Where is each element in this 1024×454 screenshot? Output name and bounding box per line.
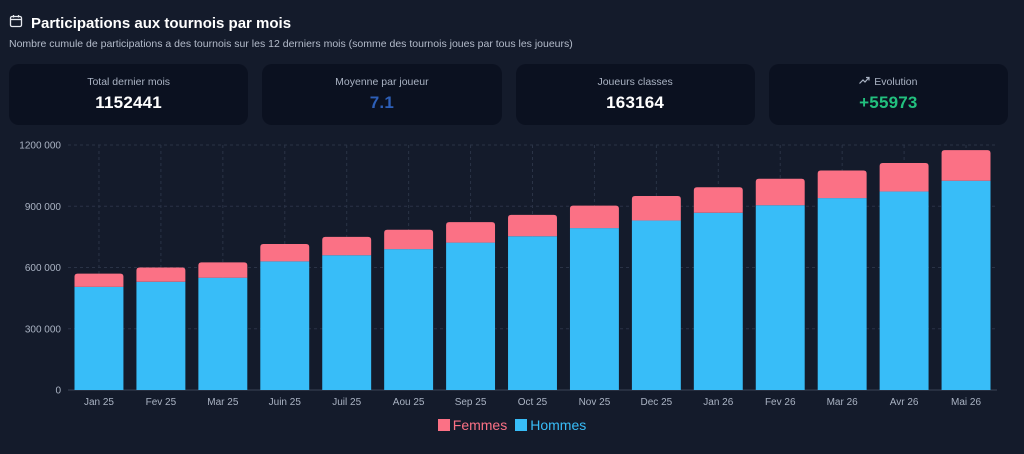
title-row: Participations aux tournois par mois — [9, 12, 1015, 34]
bar-femmes — [569, 205, 619, 229]
bar-femmes — [322, 236, 372, 256]
x-tick-label: Nov 25 — [579, 397, 611, 408]
bar-hommes — [693, 212, 743, 390]
x-tick-label: Juil 25 — [332, 397, 361, 408]
legend-label-femmes: Femmes — [452, 417, 508, 433]
bar-hommes — [569, 228, 619, 390]
stat-card-label: Joueurs classes — [597, 76, 673, 88]
stat-card-players: Joueurs classes 163164 — [515, 64, 755, 125]
stat-card-value: +55973 — [859, 93, 918, 112]
x-tick-label: Avr 26 — [890, 397, 919, 408]
x-tick-label: Oct 25 — [518, 397, 548, 408]
x-tick-label: Mar 25 — [207, 397, 239, 408]
stat-card-value: 7.1 — [369, 93, 394, 112]
bar-femmes — [74, 273, 124, 287]
x-tick-label: Jan 26 — [703, 397, 733, 408]
stat-card-label-row: Evolution — [859, 76, 917, 88]
bar-femmes — [260, 244, 310, 262]
bar-femmes — [879, 162, 929, 192]
legend-item-femmes[interactable]: Femmes — [437, 417, 508, 433]
stacked-bar-chart: 0 300 000 600 000 900 000 1200 000 Jan 25 Fev … — [19, 141, 997, 408]
chart-area: 0 300 000 600 000 900 000 1200 000 Jan 25 Fev … — [0, 132, 1024, 454]
bar-hommes — [755, 205, 805, 390]
x-tick-label: Jan 25 — [84, 397, 114, 408]
page-title: Participations aux tournois par mois — [31, 14, 292, 32]
chart-header: Participations aux tournois par mois Nom… — [9, 12, 1015, 50]
legend-label-hommes: Hommes — [530, 417, 587, 433]
stat-card-evolution: Evolution +55973 — [768, 64, 1008, 125]
bar-femmes — [817, 170, 867, 199]
stat-cards: Total dernier mois 1152441 Moyenne par j… — [9, 64, 1008, 125]
x-tick-label: Dec 25 — [641, 397, 673, 408]
y-tick-label: 300 000 — [25, 324, 62, 335]
x-tick-label: Fev 25 — [146, 397, 177, 408]
bar-hommes — [322, 255, 372, 390]
stat-card-value: 1152441 — [95, 93, 162, 112]
bar-femmes — [384, 229, 434, 250]
bar-hommes — [879, 191, 929, 390]
stat-card-label: Total dernier mois — [87, 76, 171, 88]
legend-item-hommes[interactable]: Hommes — [515, 417, 586, 433]
bar-hommes — [817, 198, 867, 390]
bar-hommes — [508, 236, 557, 390]
bar-femmes — [136, 267, 186, 282]
stat-card-label: Evolution — [874, 76, 918, 88]
bar-femmes — [631, 196, 681, 221]
x-tick-label: Juin 25 — [269, 397, 302, 408]
bar-femmes — [941, 150, 991, 181]
y-tick-label: 900 000 — [25, 202, 62, 213]
x-tick-label: Mai 26 — [951, 397, 981, 408]
x-tick-label: Fev 26 — [765, 397, 796, 408]
calendar-icon — [9, 14, 23, 33]
bar-femmes — [508, 214, 557, 237]
legend-swatch-femmes — [437, 419, 450, 431]
bar-hommes — [941, 180, 991, 390]
chart-legend: Femmes Hommes — [0, 417, 1024, 433]
y-tick-label: 600 000 — [25, 263, 62, 274]
x-tick-label: Sep 25 — [455, 397, 487, 408]
bar-femmes — [446, 222, 496, 243]
y-tick-label: 1200 000 — [19, 141, 61, 152]
x-tick-label: Mar 26 — [827, 397, 859, 408]
stat-card-label: Moyenne par joueur — [335, 76, 429, 88]
bar-hommes — [384, 249, 434, 390]
bar-femmes — [693, 187, 743, 213]
page-subtitle: Nombre cumule de participations a des to… — [9, 38, 573, 50]
stat-card-value: 163164 — [606, 93, 665, 112]
bar-hommes — [446, 242, 496, 390]
stat-card-average: Moyenne par joueur 7.1 — [262, 64, 502, 125]
bar-hommes — [260, 261, 310, 390]
bar-femmes — [755, 178, 805, 206]
x-tick-label: Aou 25 — [393, 397, 425, 408]
bar-hommes — [136, 281, 186, 390]
trending-up-icon — [859, 76, 870, 88]
y-tick-label: 0 — [55, 386, 61, 397]
bar-femmes — [198, 262, 248, 278]
legend-swatch-hommes — [515, 419, 528, 431]
bar-hommes — [631, 220, 681, 390]
bar-hommes — [74, 286, 124, 390]
bar-hommes — [198, 277, 248, 390]
stat-card-total: Total dernier mois 1152441 — [9, 64, 249, 125]
